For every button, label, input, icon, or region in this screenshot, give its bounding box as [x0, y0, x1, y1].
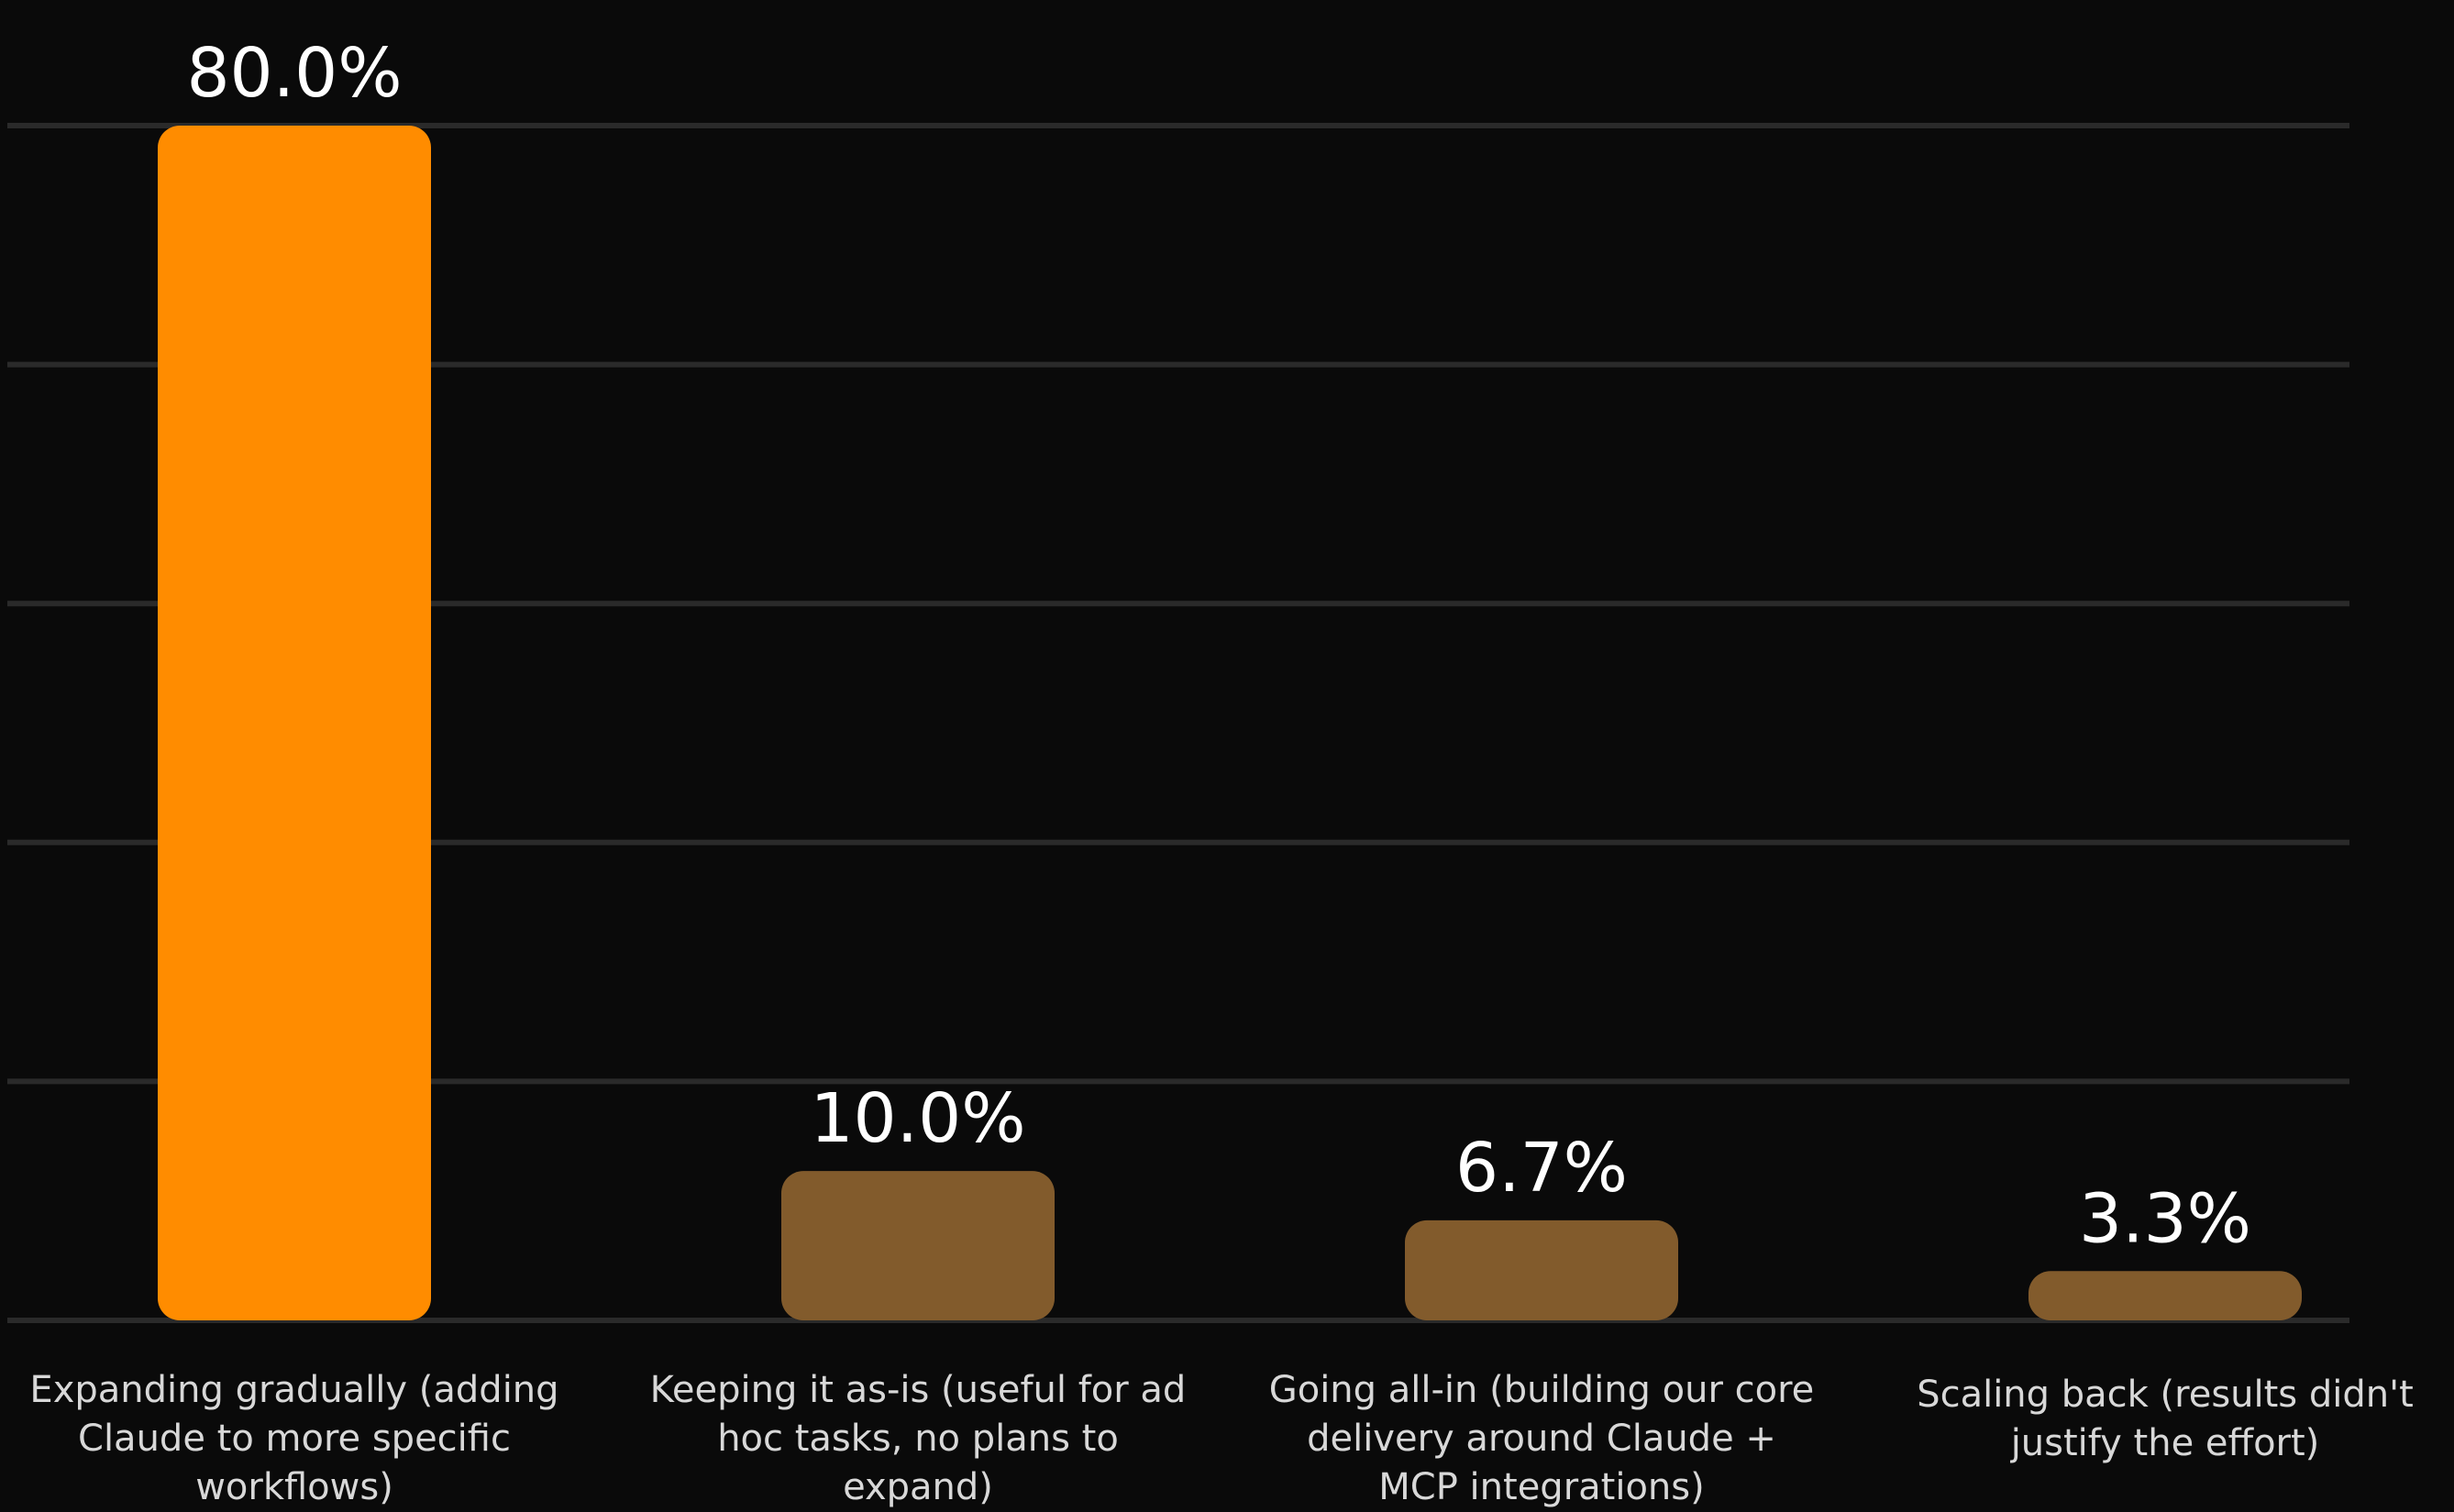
data-label: 10.0%: [810, 1079, 1025, 1158]
value-labels: 80.0% 10.0% 6.7% 3.3%: [186, 34, 2251, 1258]
bar: [1405, 1220, 1678, 1320]
tick-label-line: workflows): [195, 1466, 393, 1508]
tick-label-line: MCP integrations): [1378, 1466, 1704, 1508]
tick-label-line: delivery around Claude +: [1307, 1418, 1776, 1460]
category-labels: Expanding gradually (adding Claude to mor…: [29, 1369, 2413, 1508]
tick-label-line: Keeping it as-is (useful for ad: [650, 1369, 1187, 1411]
bar: [158, 126, 431, 1320]
tick-label: Scaling back (results didn't justify the …: [1917, 1374, 2414, 1464]
tick-label-line: expand): [843, 1466, 993, 1508]
tick-label-line: Scaling back (results didn't: [1917, 1374, 2414, 1416]
tick-label-line: Going all-in (building our core: [1269, 1369, 1815, 1411]
bar: [2028, 1271, 2302, 1320]
bars: [158, 126, 2302, 1320]
tick-label: Going all-in (building our core delivery …: [1269, 1369, 1815, 1508]
tick-label-line: justify the effort): [2010, 1422, 2320, 1464]
data-label: 80.0%: [186, 34, 402, 113]
data-label: 3.3%: [2079, 1179, 2251, 1258]
data-label: 6.7%: [1455, 1129, 1628, 1208]
tick-label: Keeping it as-is (useful for ad hoc tasks…: [650, 1369, 1187, 1508]
bar: [781, 1171, 1055, 1320]
tick-label: Expanding gradually (adding Claude to mor…: [29, 1369, 558, 1508]
tick-label-line: Claude to more specific: [78, 1418, 511, 1460]
tick-label-line: hoc tasks, no plans to: [717, 1418, 1119, 1460]
tick-label-line: Expanding gradually (adding: [29, 1369, 558, 1411]
